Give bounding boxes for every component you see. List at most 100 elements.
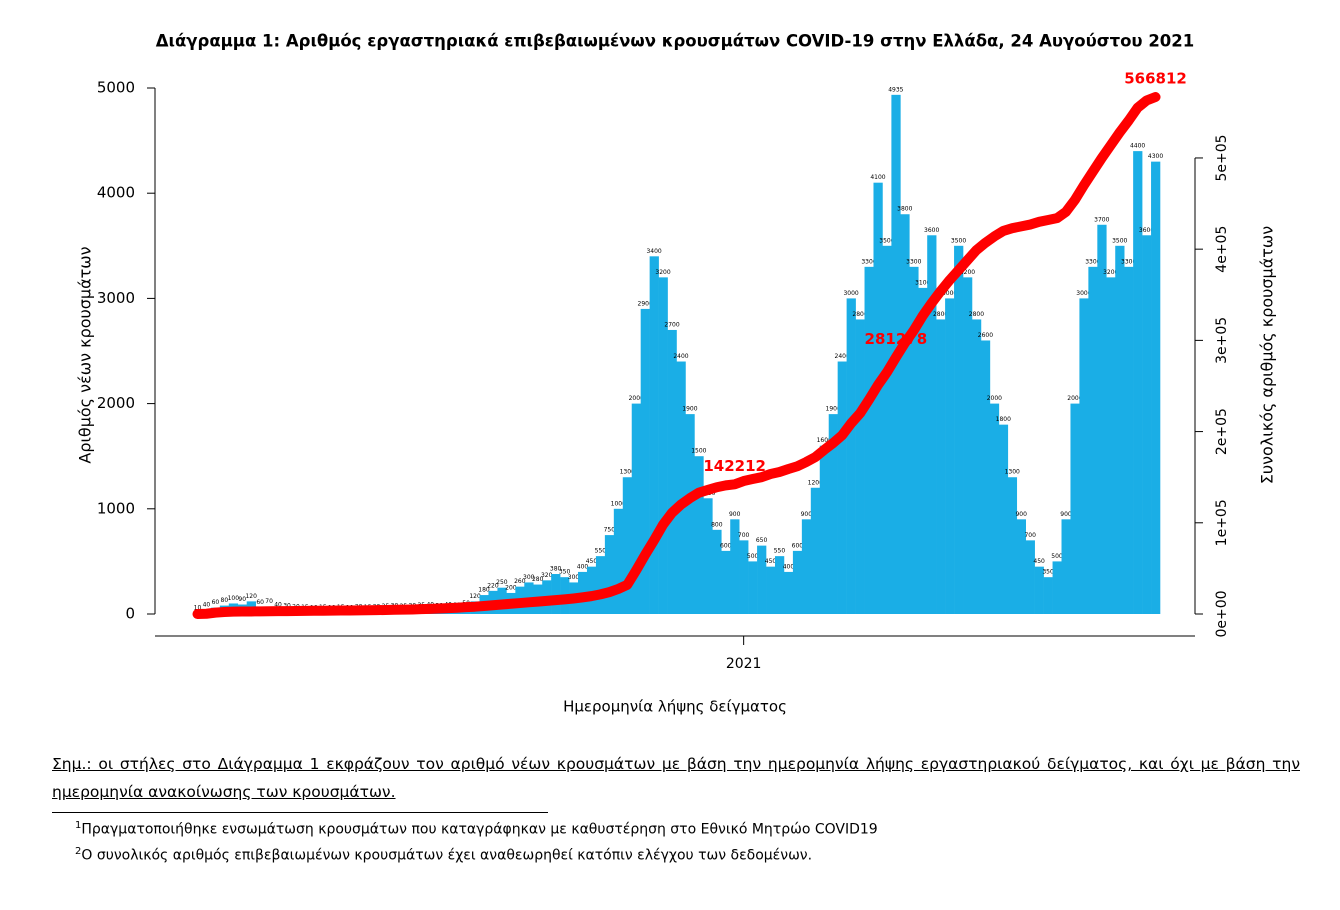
bar-value-label: 60 bbox=[212, 599, 220, 606]
chart-title: Διάγραμμα 1: Αριθμός εργαστηριακά επιβεβ… bbox=[156, 32, 1195, 51]
y-tick-label: 3000 bbox=[97, 289, 135, 307]
bar bbox=[757, 545, 767, 614]
bar-value-label: 2400 bbox=[835, 353, 850, 360]
bar-value-label: 900 bbox=[1060, 511, 1072, 518]
bar-value-label: 350 bbox=[1042, 569, 1054, 576]
bar bbox=[1124, 266, 1134, 614]
bar bbox=[1097, 224, 1107, 614]
bar-value-label: 3600 bbox=[924, 227, 939, 234]
bar bbox=[792, 550, 803, 614]
bar bbox=[945, 298, 955, 614]
bar bbox=[927, 235, 937, 614]
bar-value-label: 400 bbox=[783, 563, 795, 570]
bar-value-label: 2000 bbox=[629, 395, 644, 402]
bar-value-label: 350 bbox=[559, 569, 571, 576]
bar bbox=[1088, 266, 1098, 614]
bar-value-label: 600 bbox=[720, 542, 732, 549]
bar-value-label: 600 bbox=[792, 542, 804, 549]
bar bbox=[640, 308, 650, 614]
bar bbox=[1052, 561, 1062, 614]
bar bbox=[1151, 161, 1161, 614]
bar-value-label: 3100 bbox=[915, 279, 930, 286]
bar-value-label: 2800 bbox=[969, 311, 984, 318]
bar bbox=[721, 550, 731, 614]
bar-value-label: 2800 bbox=[852, 311, 867, 318]
bar bbox=[828, 414, 838, 614]
bar-value-label: 900 bbox=[729, 511, 741, 518]
bar bbox=[739, 540, 749, 614]
bar-value-label: 3000 bbox=[1076, 290, 1091, 297]
bar bbox=[837, 361, 847, 614]
bar bbox=[658, 277, 668, 614]
bar-value-label: 3200 bbox=[655, 269, 670, 276]
bar-value-label: 500 bbox=[1051, 553, 1063, 560]
footnote-text: Πραγματοποιήθηκε ενσωμάτωση κρουσμάτων π… bbox=[81, 821, 878, 838]
bar bbox=[649, 256, 659, 614]
bar bbox=[882, 245, 892, 615]
bar-value-label: 550 bbox=[774, 548, 786, 555]
bar bbox=[1070, 403, 1080, 614]
y-axis-label: Αριθμός νέων κρουσμάτων bbox=[76, 246, 95, 463]
footnote: 2Ο συνολικός αριθμός επιβεβαιωμένων κρου… bbox=[75, 846, 812, 864]
bar-value-label: 380 bbox=[550, 566, 562, 573]
bar-value-label: 2800 bbox=[933, 311, 948, 318]
y-tick-label: 2000 bbox=[97, 394, 135, 412]
y2-tick-label: 4e+05 bbox=[1214, 226, 1230, 273]
footnote: 1Πραγματοποιήθηκε ενσωμάτωση κρουσμάτων … bbox=[75, 820, 878, 838]
bar bbox=[595, 556, 606, 614]
bar-value-label: 1800 bbox=[996, 416, 1011, 423]
bar-value-label: 90 bbox=[238, 596, 246, 603]
separator bbox=[52, 812, 548, 813]
bar-value-label: 2900 bbox=[638, 300, 653, 307]
bar bbox=[963, 277, 973, 614]
bar-value-label: 3700 bbox=[1094, 216, 1109, 223]
bar-value-label: 120 bbox=[245, 593, 257, 600]
bar-value-label: 3000 bbox=[942, 290, 957, 297]
bar bbox=[1106, 277, 1116, 614]
bar-value-label: 800 bbox=[711, 521, 723, 528]
bar-value-label: 80 bbox=[221, 597, 229, 604]
bar-value-label: 2000 bbox=[1067, 395, 1082, 402]
bar bbox=[954, 245, 964, 615]
bar bbox=[1007, 477, 1018, 614]
bar-value-label: 30 bbox=[283, 602, 291, 609]
y2-tick-label: 2e+05 bbox=[1214, 408, 1230, 455]
bar bbox=[712, 529, 722, 614]
y-tick-label: 0 bbox=[125, 605, 135, 623]
bar bbox=[855, 319, 865, 614]
bar-value-label: 3500 bbox=[951, 237, 966, 244]
bar-value-label: 40 bbox=[203, 601, 211, 608]
bar-value-label: 1500 bbox=[691, 448, 706, 455]
footnote-text: Ο συνολικός αριθμός επιβεβαιωμένων κρουσ… bbox=[81, 847, 813, 864]
bar-value-label: 1200 bbox=[808, 479, 823, 486]
bar bbox=[989, 403, 1000, 614]
bar-value-label: 60 bbox=[256, 599, 264, 606]
bar bbox=[846, 298, 856, 614]
bar-value-label: 700 bbox=[1024, 532, 1036, 539]
footnote-marker: 2 bbox=[75, 846, 82, 857]
bar-value-label: 300 bbox=[568, 574, 580, 581]
bar bbox=[774, 556, 785, 614]
bar-value-label: 3000 bbox=[843, 290, 858, 297]
bar-value-label: 750 bbox=[604, 527, 616, 534]
bar bbox=[667, 329, 677, 614]
bar bbox=[551, 574, 561, 614]
bar bbox=[980, 340, 991, 614]
bar bbox=[685, 414, 695, 614]
bar-value-label: 250 bbox=[496, 579, 508, 586]
note: Σημ.: οι στήλες στο Διάγραμμα 1 εκφράζου… bbox=[52, 750, 1300, 806]
cumulative-line bbox=[192, 92, 1161, 619]
cumulative-label: 142212 bbox=[703, 457, 766, 475]
bar-value-label: 260 bbox=[514, 578, 526, 585]
bar-value-label: 40 bbox=[274, 601, 282, 608]
bar bbox=[604, 535, 615, 614]
bar bbox=[613, 508, 624, 614]
bar-value-label: 120 bbox=[469, 593, 481, 600]
bar-value-label: 2400 bbox=[673, 353, 688, 360]
bar-value-label: 700 bbox=[738, 532, 750, 539]
cumulative-label: 281278 bbox=[865, 330, 928, 348]
bar bbox=[909, 266, 919, 614]
bar bbox=[1115, 245, 1125, 615]
y2-tick-label: 1e+05 bbox=[1214, 499, 1230, 546]
bar-value-label: 1300 bbox=[620, 469, 635, 476]
